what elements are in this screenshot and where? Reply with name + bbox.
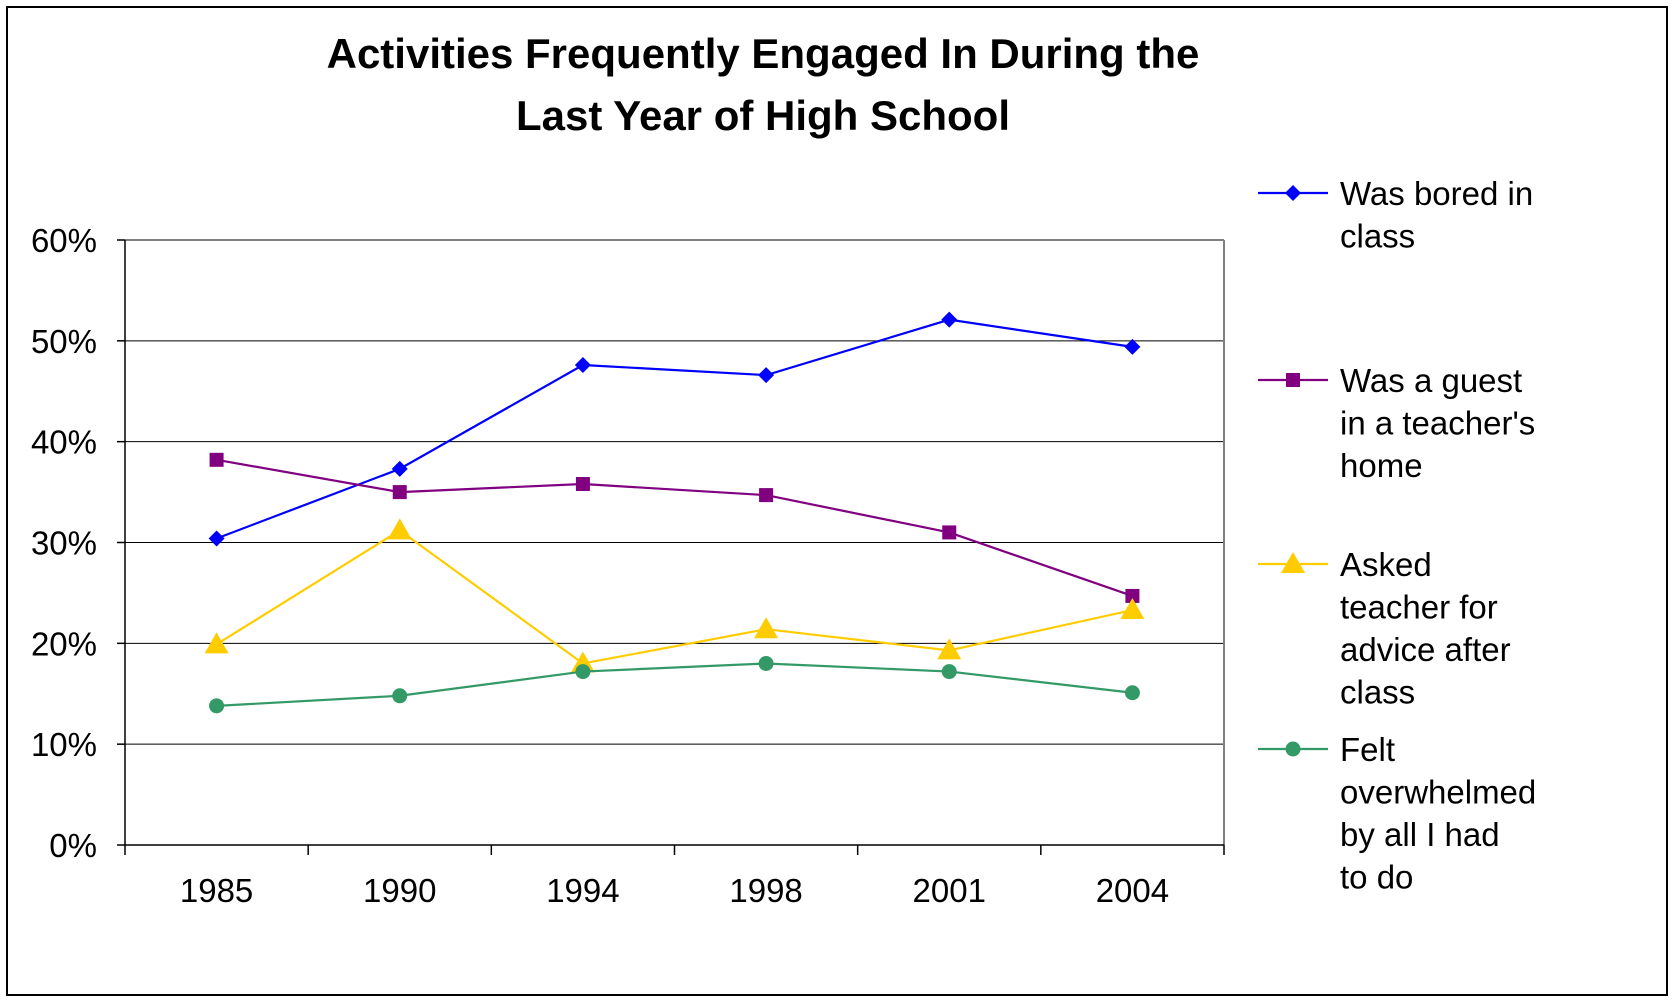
legend-item-4: Felt overwhelmed by all I had to do (1258, 731, 1536, 896)
y-tick-label: 30% (31, 525, 97, 562)
y-tick-label: 10% (31, 726, 97, 763)
legend-label: Felt (1340, 731, 1395, 768)
x-tick-label: 1998 (729, 872, 802, 909)
data-point (941, 311, 958, 328)
data-point (754, 617, 779, 639)
data-point (1124, 338, 1141, 355)
x-tick-label: 2004 (1096, 872, 1169, 909)
x-tick-label: 1990 (363, 872, 436, 909)
data-point (208, 530, 225, 547)
legend-item-2: Was a guest in a teacher's home (1258, 362, 1535, 484)
data-point (758, 656, 774, 671)
data-point (392, 688, 408, 704)
plot-area: 0% 10% 20% 30% 40% 50% 60% 1985 1990 1994 1998 2001… (31, 222, 1225, 909)
series-1 (208, 311, 1141, 547)
data-point (204, 632, 229, 654)
y-tick-label: 40% (31, 424, 97, 461)
legend-item-3: Asked teacher for advice after class (1258, 546, 1511, 711)
x-tick-label: 1985 (180, 872, 253, 909)
legend-label: in a teacher's (1340, 405, 1535, 442)
data-point (387, 518, 412, 540)
chart-area: Activities Frequently Engaged In During … (6, 6, 1668, 996)
series-line (216, 458, 1133, 597)
data-point (937, 638, 962, 660)
series-line (216, 529, 1133, 665)
legend-label: by all I had (1340, 816, 1500, 853)
legend-item-1: Was bored in class (1258, 175, 1533, 255)
legend-marker (1286, 373, 1300, 387)
chart-title: Activities Frequently Engaged In During … (327, 30, 1200, 139)
legend-marker (1285, 741, 1301, 757)
legend-label: overwhelmed (1340, 774, 1536, 811)
data-point (1125, 588, 1140, 603)
data-point (575, 664, 591, 680)
legend-marker (1285, 185, 1301, 201)
legend-label: teacher for (1340, 589, 1498, 626)
line-chart: Activities Frequently Engaged In During … (31, 30, 1536, 909)
legend-label: class (1340, 218, 1415, 255)
data-point (758, 367, 775, 384)
data-point (1120, 598, 1145, 620)
series-line (216, 318, 1133, 540)
data-point (209, 452, 224, 467)
legend-marker (1281, 552, 1305, 573)
legend-label: home (1340, 447, 1423, 484)
legend-label: Asked (1340, 546, 1432, 583)
y-tick-label: 60% (31, 222, 97, 259)
chart-title-line-2: Last Year of High School (516, 92, 1010, 139)
x-tick-label: 1994 (546, 872, 619, 909)
legend: Was bored in class Was a guest in a teacher… (1258, 175, 1536, 896)
chart-title-line-1: Activities Frequently Engaged In During … (327, 30, 1200, 77)
series-4 (209, 656, 1140, 714)
data-point (574, 357, 591, 374)
data-point (391, 460, 408, 477)
data-point (575, 477, 590, 492)
legend-label: advice after (1340, 631, 1511, 668)
y-tick-label: 20% (31, 625, 97, 662)
data-point (1124, 685, 1140, 701)
series-2 (209, 452, 1140, 603)
legend-label: Was bored in (1340, 175, 1533, 212)
data-point (759, 488, 774, 503)
series-line (216, 662, 1133, 707)
legend-label: to do (1340, 859, 1413, 896)
data-point (942, 525, 957, 540)
data-point (941, 664, 957, 680)
y-tick-label: 50% (31, 323, 97, 360)
legend-label: Was a guest (1340, 362, 1522, 399)
data-point (392, 485, 407, 500)
legend-label: class (1340, 674, 1415, 711)
data-point (209, 698, 225, 714)
series-3 (204, 518, 1145, 673)
x-tick-label: 2001 (913, 872, 986, 909)
y-tick-label: 0% (49, 827, 97, 864)
